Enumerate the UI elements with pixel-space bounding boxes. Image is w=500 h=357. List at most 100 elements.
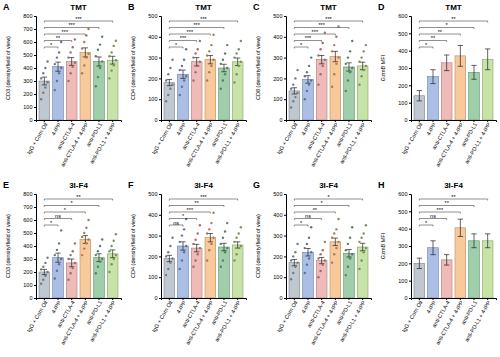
y-tick-mark (34, 194, 36, 195)
panel-label: H (378, 180, 385, 190)
x-tick-label: IgG + Corn Oil (401, 300, 424, 334)
error-bar-cap (430, 254, 435, 255)
point (169, 67, 171, 69)
y-tick: 500 (148, 13, 161, 19)
point (349, 71, 351, 73)
y-tick-mark (284, 298, 286, 299)
significance-label: ns (305, 213, 311, 219)
point (101, 60, 103, 62)
point (181, 259, 183, 261)
y-tick-label: 800 (23, 191, 32, 197)
error-bar-cap (333, 61, 338, 62)
x-tick: 4-IPP (50, 298, 62, 315)
error-bar-stem (308, 76, 309, 83)
y-tick-mark (159, 58, 161, 59)
error-bar-cap (83, 47, 88, 48)
bar (205, 60, 216, 120)
y-tick-label: 700 (23, 26, 32, 32)
point (233, 56, 235, 58)
error-bar-stem (58, 62, 59, 71)
y-tick-label: 600 (398, 191, 407, 197)
y-tick-label: 0 (29, 295, 32, 301)
y-tick-mark (159, 194, 161, 195)
panel: CTMTCD8 (density/field of view)010020030… (253, 2, 372, 168)
error-bar-stem (85, 48, 86, 57)
x-tick-mark (71, 298, 72, 300)
point (331, 50, 333, 52)
point (358, 83, 360, 85)
point (44, 86, 46, 88)
error-bar (305, 248, 310, 255)
point (99, 43, 101, 45)
point (97, 250, 99, 252)
error-bar-cap (69, 65, 74, 66)
x-axis: IgG + Corn Oil4-IPPanti-CTLA-4anti-CTLA-… (401, 298, 497, 346)
y-tick: 300 (148, 55, 161, 61)
error-bar-stem (98, 57, 99, 66)
y-tick-label: 100 (148, 274, 157, 280)
y-tick-mark (409, 229, 411, 230)
x-tick-label: IgG + Corn Oil (26, 300, 49, 334)
x-tick-label: anti-PD-L1 + 4-IPP (463, 121, 492, 164)
point (206, 232, 208, 234)
point (185, 218, 187, 220)
x-tick-label: IgG + Corn Oil (276, 300, 299, 334)
error-bar-cap (360, 62, 365, 63)
point (194, 239, 196, 241)
x-tick-mark (362, 120, 363, 122)
error-bar (333, 238, 338, 245)
point (240, 245, 242, 247)
y-tick: 800 (23, 13, 36, 19)
bar (107, 60, 118, 120)
bar (66, 263, 77, 298)
significance-label: *** (68, 22, 75, 28)
x-tick-mark (473, 298, 474, 300)
y-tick-label: 200 (23, 269, 32, 275)
bar (303, 79, 314, 120)
point (220, 88, 222, 90)
bar (39, 272, 50, 298)
error-bar-stem (71, 259, 72, 267)
y-tick-mark (409, 120, 411, 121)
error-bar (430, 70, 435, 84)
bar (316, 60, 327, 120)
x-tick-mark (419, 298, 420, 300)
point (349, 236, 351, 238)
x-axis: IgG + Corn Oil4-IPPanti-CTLA-4anti-CTLA-… (151, 298, 247, 346)
point (74, 242, 76, 244)
error-bar (96, 254, 101, 262)
point (294, 251, 296, 253)
y-tick-mark (159, 78, 161, 79)
bar (344, 67, 355, 120)
error-bar-cap (208, 241, 213, 242)
y-tick-label: 300 (273, 233, 282, 239)
y-tick-label: 500 (23, 52, 32, 58)
point (44, 67, 46, 69)
error-bar-cap (194, 251, 199, 252)
error-bar-cap (471, 247, 476, 248)
error-bar-cap (333, 51, 338, 52)
x-tick-label: anti-PD-L1 + 4-IPP (213, 121, 242, 164)
y-tick: 800 (23, 191, 36, 197)
point (72, 46, 74, 48)
x-tick-label: IgG + Corn Oil (26, 122, 49, 156)
point (306, 90, 308, 92)
error-bar-cap (444, 70, 449, 71)
significance-label: ns (430, 213, 436, 219)
error-bar-stem (433, 241, 434, 255)
x-tick: 4-IPP (300, 298, 312, 315)
y-tick-label: 0 (279, 117, 282, 123)
error-bar-stem (348, 63, 349, 71)
error-bar-cap (235, 241, 240, 242)
point (192, 79, 194, 81)
title: TMT (70, 3, 87, 12)
point (238, 247, 240, 249)
point (67, 56, 69, 58)
error-bar-cap (55, 71, 60, 72)
point (46, 257, 48, 259)
y-tick: 100 (23, 282, 36, 288)
y-tick: 500 (148, 191, 161, 197)
x-tick-label: 4-IPP (175, 121, 187, 136)
y-tick: 100 (23, 104, 36, 110)
point (197, 253, 199, 255)
